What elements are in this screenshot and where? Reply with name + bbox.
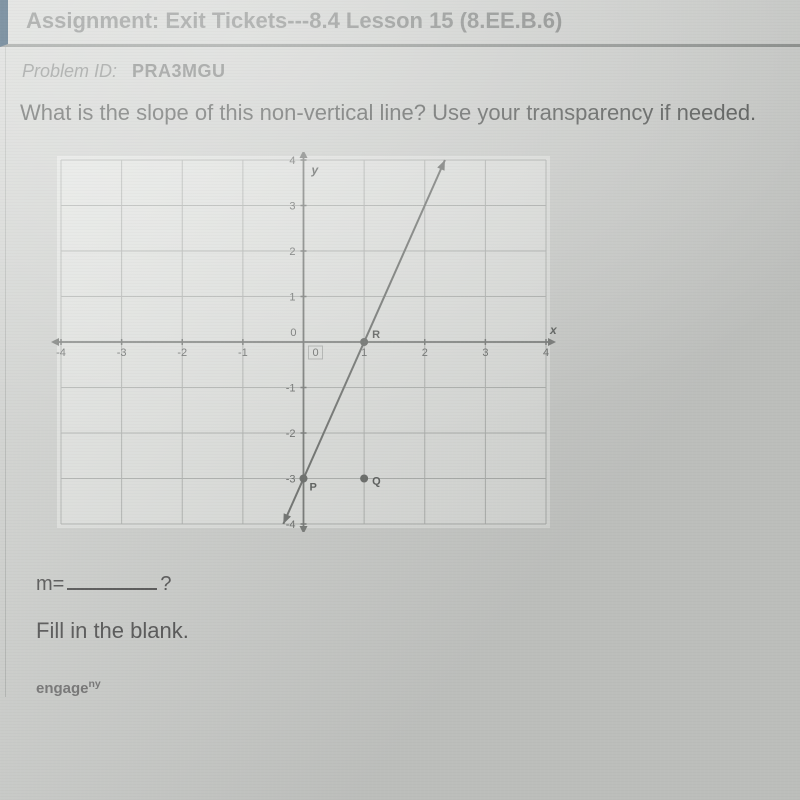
attribution-sup: ny: [89, 678, 101, 690]
svg-text:2: 2: [289, 246, 295, 258]
m-prefix: m=: [36, 573, 64, 595]
problem-id-row: Problem ID: PRA3MGU: [6, 47, 800, 88]
attribution-text: engage: [36, 680, 89, 697]
svg-text:2: 2: [422, 347, 428, 359]
graph-figure: -4-3-2-11234-4-3-2-1123400xyPQR: [46, 152, 561, 532]
svg-text:P: P: [310, 481, 317, 493]
attribution: engageny: [6, 644, 800, 697]
svg-text:-1: -1: [286, 382, 296, 394]
svg-text:x: x: [549, 323, 558, 337]
m-blank[interactable]: [67, 572, 157, 590]
problem-id-value: PRA3MGU: [132, 61, 226, 81]
svg-text:R: R: [372, 329, 380, 341]
svg-text:-4: -4: [56, 347, 66, 359]
svg-text:y: y: [311, 163, 320, 177]
svg-text:4: 4: [543, 347, 549, 359]
svg-text:-1: -1: [238, 347, 248, 359]
svg-text:4: 4: [289, 155, 295, 167]
fill-blank-text: Fill in the blank.: [6, 596, 800, 644]
svg-text:-4: -4: [286, 519, 296, 531]
svg-text:3: 3: [289, 200, 295, 212]
svg-text:-3: -3: [286, 473, 296, 485]
graph-svg: -4-3-2-11234-4-3-2-1123400xyPQR: [46, 152, 561, 532]
svg-text:Q: Q: [372, 475, 381, 487]
assignment-title: Exit Tickets---8.4 Lesson 15 (8.EE.B.6): [165, 8, 562, 33]
assignment-label: Assignment:: [26, 8, 159, 33]
svg-text:1: 1: [289, 291, 295, 303]
svg-text:3: 3: [482, 347, 488, 359]
assignment-header: Assignment: Exit Tickets---8.4 Lesson 15…: [0, 0, 800, 47]
question-text: What is the slope of this non-vertical l…: [6, 88, 800, 134]
m-equation: m=?: [6, 532, 800, 596]
svg-text:-2: -2: [286, 428, 296, 440]
problem-id-label: Problem ID:: [22, 61, 117, 81]
svg-text:0: 0: [312, 347, 318, 359]
svg-text:-2: -2: [177, 347, 187, 359]
svg-text:-3: -3: [117, 347, 127, 359]
svg-text:0: 0: [290, 327, 296, 339]
m-suffix: ?: [160, 573, 171, 595]
